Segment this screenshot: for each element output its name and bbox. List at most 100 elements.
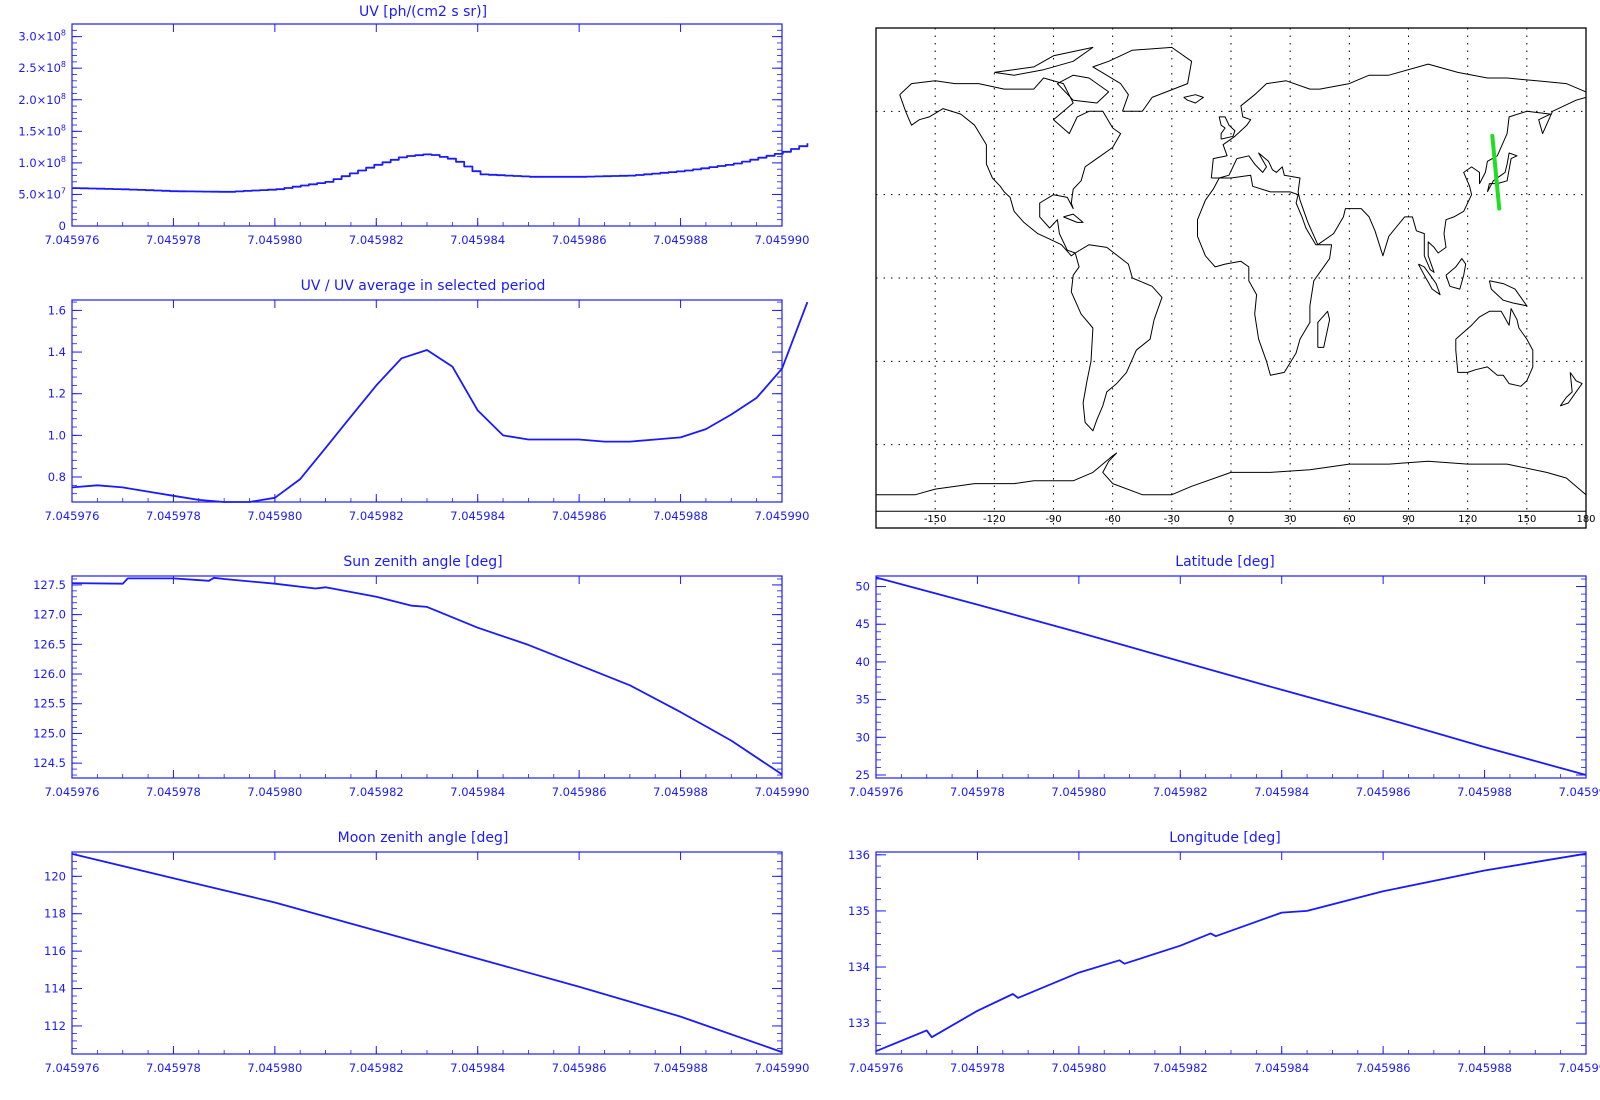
x-tick-label: 7.045990 <box>755 1061 810 1075</box>
y-tick-label: 127.5 <box>33 578 66 592</box>
y-tick-label: 118 <box>44 907 66 921</box>
y-tick-base: 25 <box>855 768 870 782</box>
longitude-chart: Longitude [deg] 7.045976 7.045978 7.045980… <box>848 830 1600 1075</box>
y-tick-base: 1.5×10 <box>18 124 61 138</box>
x-tick-label: 7.045988 <box>1457 785 1512 799</box>
y-tick-base: 2.5×10 <box>18 61 61 75</box>
y-tick-label: 125.5 <box>33 697 66 711</box>
x-tick-label: 7.045982 <box>1153 785 1208 799</box>
x-tick-label: 7.045990 <box>755 785 810 799</box>
y-tick-base: 125.0 <box>33 726 66 740</box>
y-tick-label: 127.0 <box>33 608 66 622</box>
coastline-borneo <box>1445 258 1467 290</box>
y-tick-base: 1.6 <box>48 303 66 317</box>
y-tick-base: 125.5 <box>33 697 66 711</box>
y-tick-label: 116 <box>44 944 66 958</box>
x-tick-label: 7.045978 <box>146 233 201 247</box>
coastline-antarctica <box>875 452 1587 512</box>
map-lon-label: -60 <box>1104 514 1120 525</box>
x-tick-label: 7.045988 <box>653 785 708 799</box>
coastline-australia <box>1455 308 1534 387</box>
y-tick-label: 125.0 <box>33 726 66 740</box>
x-tick-label: 7.045978 <box>950 785 1005 799</box>
y-tick-label: 5.0×107 <box>18 186 66 201</box>
coastline-baffin <box>1056 74 1110 104</box>
y-tick-base: 50 <box>855 580 870 594</box>
x-tick-label: 7.045982 <box>349 785 404 799</box>
series-line <box>72 143 809 193</box>
y-tick-label: 1.4 <box>48 345 66 359</box>
y-tick-label: 1.0 <box>48 428 66 442</box>
y-tick-base: 127.0 <box>33 608 66 622</box>
y-tick-label: 114 <box>44 982 66 996</box>
y-tick-exponent: 8 <box>61 29 66 38</box>
map-lon-label: 120 <box>1458 514 1477 525</box>
y-tick-label: 1.5×108 <box>18 123 66 138</box>
y-tick-label: 30 <box>855 730 870 744</box>
y-tick-label: 1.2 <box>48 387 66 401</box>
uv-ratio-chart: UV / UV average in selected period 7.045… <box>45 278 810 523</box>
y-tick-label: 120 <box>44 869 66 883</box>
y-tick-base: 45 <box>855 617 870 631</box>
y-tick-exponent: 8 <box>61 155 66 164</box>
x-tick-label: 7.045984 <box>1254 1061 1309 1075</box>
y-tick-base: 1.4 <box>48 345 66 359</box>
y-tick-exponent: 7 <box>61 186 66 195</box>
map-lon-label: 90 <box>1402 514 1415 525</box>
coastline-iceland <box>1183 94 1204 104</box>
y-tick-label: 135 <box>848 904 870 918</box>
y-tick-base: 0 <box>59 219 66 233</box>
y-tick-label: 126.0 <box>33 667 66 681</box>
x-tick-label: 7.045984 <box>1254 785 1309 799</box>
y-tick-base: 40 <box>855 655 870 669</box>
y-tick-base: 5.0×10 <box>18 187 61 201</box>
series-line <box>71 301 809 503</box>
y-tick-label: 50 <box>855 580 870 594</box>
map-lon-label: 150 <box>1517 514 1536 525</box>
plot-frame <box>875 851 1587 1055</box>
x-tick-label: 7.045980 <box>1051 785 1106 799</box>
y-tick-label: 2.5×108 <box>18 60 66 75</box>
x-tick-label: 7.045984 <box>450 785 505 799</box>
y-tick-label: 3.0×108 <box>18 29 66 44</box>
y-tick-base: 126.0 <box>33 667 66 681</box>
x-tick-label: 7.045990 <box>755 233 810 247</box>
y-tick-base: 1.2 <box>48 387 66 401</box>
x-tick-label: 7.045976 <box>45 1061 100 1075</box>
map-lon-label: 30 <box>1284 514 1297 525</box>
y-tick-base: 35 <box>855 693 870 707</box>
y-tick-label: 25 <box>855 768 870 782</box>
x-tick-label: 7.045978 <box>146 785 201 799</box>
x-tick-label: 7.045984 <box>450 509 505 523</box>
x-tick-label: 7.045982 <box>349 233 404 247</box>
map-lon-label: 180 <box>1576 514 1595 525</box>
x-tick-label: 7.045978 <box>950 1061 1005 1075</box>
x-tick-label: 7.045990 <box>755 509 810 523</box>
map-lon-label: -120 <box>983 514 1006 525</box>
x-tick-label: 7.045982 <box>349 1061 404 1075</box>
chart-title: Sun zenith angle [deg] <box>343 554 502 570</box>
y-tick-base: 116 <box>44 944 66 958</box>
x-tick-label: 7.045980 <box>247 233 302 247</box>
x-tick-label: 7.045986 <box>552 509 607 523</box>
x-tick-label: 7.045980 <box>1051 1061 1106 1075</box>
coastline-greenland <box>1092 46 1193 112</box>
y-tick-label: 40 <box>855 655 870 669</box>
y-tick-label: 112 <box>44 1019 66 1033</box>
y-tick-label: 45 <box>855 617 870 631</box>
x-tick-label: 7.045986 <box>552 785 607 799</box>
coastline-new-guinea <box>1488 280 1528 307</box>
y-tick-exponent: 8 <box>61 92 66 101</box>
plot-frame <box>71 851 783 1055</box>
y-tick-base: 1.0×10 <box>18 156 61 170</box>
coastline-eurasia <box>1210 63 1587 273</box>
x-tick-label: 7.045980 <box>247 785 302 799</box>
coastline-new-zealand <box>1559 372 1583 407</box>
y-tick-base: 135 <box>848 904 870 918</box>
y-tick-label: 136 <box>848 848 870 862</box>
x-tick-label: 7.045976 <box>849 785 904 799</box>
series-line <box>875 576 1587 776</box>
y-tick-label: 126.5 <box>33 637 66 651</box>
map-lon-label: -150 <box>924 514 947 525</box>
map-lon-label: -90 <box>1045 514 1061 525</box>
